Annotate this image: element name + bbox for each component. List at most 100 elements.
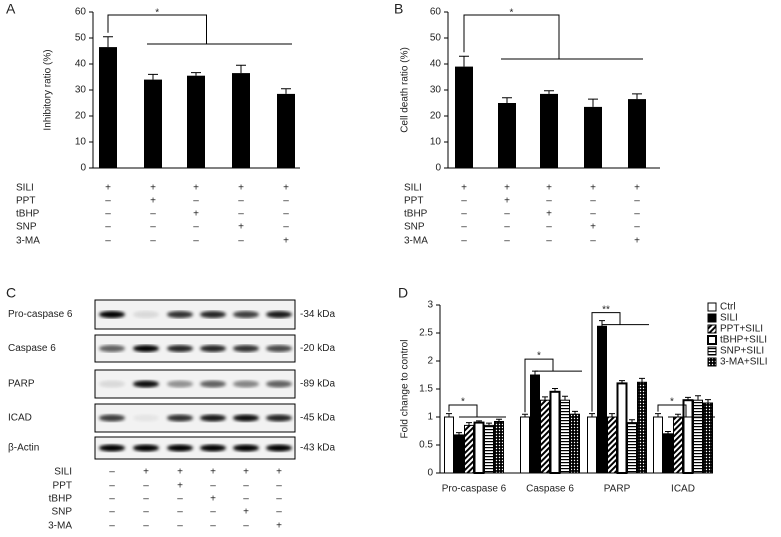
treatment-mark: – bbox=[105, 236, 111, 247]
blot-band bbox=[200, 380, 226, 388]
treatment-mark: + bbox=[210, 494, 216, 505]
blot-band bbox=[167, 311, 193, 318]
treatment-mark: – bbox=[193, 236, 199, 247]
treatment-mark: – bbox=[210, 481, 216, 492]
significance-bracket bbox=[591, 312, 649, 412]
legend-label: 3-MA+SILI bbox=[720, 357, 768, 368]
treatment-mark: + bbox=[150, 183, 156, 194]
blot-frame bbox=[94, 436, 296, 460]
blot-band bbox=[167, 345, 193, 352]
treatment-mark: – bbox=[461, 222, 467, 233]
bar bbox=[530, 374, 540, 474]
panel-label: A bbox=[6, 1, 16, 17]
treatment-mark: – bbox=[238, 196, 244, 207]
blot-band bbox=[266, 444, 292, 452]
error-bar bbox=[665, 431, 671, 434]
treatment-mark: – bbox=[109, 467, 115, 478]
y-tick-label: 3 bbox=[427, 300, 433, 311]
bar bbox=[99, 47, 117, 168]
bar bbox=[607, 416, 617, 474]
treatment-mark: – bbox=[276, 507, 282, 518]
error-bar bbox=[446, 413, 452, 417]
y-tick-label: 40 bbox=[75, 59, 87, 70]
bar bbox=[673, 416, 683, 474]
bar bbox=[584, 106, 602, 168]
blot-band bbox=[167, 380, 193, 388]
bar bbox=[494, 420, 504, 474]
y-axis-label: Cell death ratio (%) bbox=[400, 47, 411, 133]
bar bbox=[454, 434, 464, 474]
treatment-mark: – bbox=[634, 209, 640, 220]
treatment-mark: – bbox=[109, 481, 115, 492]
error-bar bbox=[236, 64, 246, 74]
y-tick-label: 20 bbox=[75, 111, 87, 122]
treatment-mark: – bbox=[210, 507, 216, 518]
y-tick-label: 10 bbox=[430, 137, 442, 148]
annotation: * bbox=[670, 397, 674, 408]
legend-label: tBHP+SILI bbox=[720, 335, 767, 346]
treatment-mark: – bbox=[590, 209, 596, 220]
treatment-mark: – bbox=[105, 209, 111, 220]
y-tick-label: 0 bbox=[80, 163, 86, 174]
treatment-mark: – bbox=[177, 507, 183, 518]
bar bbox=[637, 381, 647, 474]
blot-band bbox=[266, 345, 292, 352]
bar bbox=[560, 399, 570, 474]
y-tick-label: 2 bbox=[427, 356, 433, 367]
error-bar bbox=[685, 396, 691, 401]
blot-row-label: β-Actin bbox=[8, 443, 39, 454]
significance-bracket bbox=[524, 358, 582, 413]
blot-band bbox=[233, 444, 259, 452]
treatment-mark: + bbox=[238, 183, 244, 194]
treatment-mark: – bbox=[283, 209, 289, 220]
treatment-mark: – bbox=[143, 494, 149, 505]
treatment-mark: + bbox=[210, 467, 216, 478]
legend-swatch bbox=[707, 346, 717, 356]
y-axis-label: Fold change to control bbox=[400, 340, 411, 439]
treatment-mark: + bbox=[461, 183, 467, 194]
treatment-mark: – bbox=[143, 521, 149, 532]
x-tick-label: Caspase 6 bbox=[526, 484, 574, 495]
error-bar bbox=[705, 399, 711, 403]
treatment-mark: + bbox=[546, 209, 552, 220]
bar bbox=[570, 413, 580, 474]
bar bbox=[473, 421, 485, 475]
treatment-mark: + bbox=[238, 222, 244, 233]
bar bbox=[277, 93, 295, 168]
treatment-mark: – bbox=[105, 222, 111, 233]
y-tick-label: 0 bbox=[427, 468, 433, 479]
treatment-name: SILI bbox=[404, 183, 422, 194]
treatment-mark: – bbox=[150, 222, 156, 233]
treatment-name: tBHP bbox=[16, 209, 40, 220]
legend-swatch bbox=[707, 357, 717, 367]
bar bbox=[627, 422, 637, 474]
blot-band bbox=[233, 414, 259, 422]
error-bar bbox=[532, 370, 538, 375]
treatment-mark: – bbox=[193, 222, 199, 233]
treatment-mark: + bbox=[177, 467, 183, 478]
blot-band bbox=[200, 414, 226, 422]
blot-band bbox=[266, 414, 292, 422]
treatment-mark: – bbox=[634, 196, 640, 207]
blot-band bbox=[133, 414, 159, 422]
panel-label: B bbox=[394, 1, 403, 17]
treatment-mark: – bbox=[238, 236, 244, 247]
treatment-mark: + bbox=[105, 183, 111, 194]
blot-band bbox=[167, 444, 193, 452]
error-bar bbox=[619, 380, 625, 384]
blot-kda: -20 kDa bbox=[300, 343, 335, 354]
y-tick-label: 1 bbox=[427, 412, 433, 423]
treatment-name: 3-MA bbox=[404, 236, 428, 247]
bar bbox=[693, 399, 703, 474]
treatment-mark: + bbox=[150, 196, 156, 207]
treatment-mark: + bbox=[634, 183, 640, 194]
error-bar bbox=[695, 395, 701, 401]
treatment-mark: + bbox=[504, 196, 510, 207]
y-tick-label: 50 bbox=[75, 33, 87, 44]
bar bbox=[540, 399, 550, 474]
blot-band bbox=[233, 380, 259, 388]
treatment-mark: – bbox=[283, 196, 289, 207]
error-bar bbox=[459, 55, 469, 67]
y-tick-label: 30 bbox=[75, 85, 87, 96]
annotation: * bbox=[537, 351, 541, 362]
